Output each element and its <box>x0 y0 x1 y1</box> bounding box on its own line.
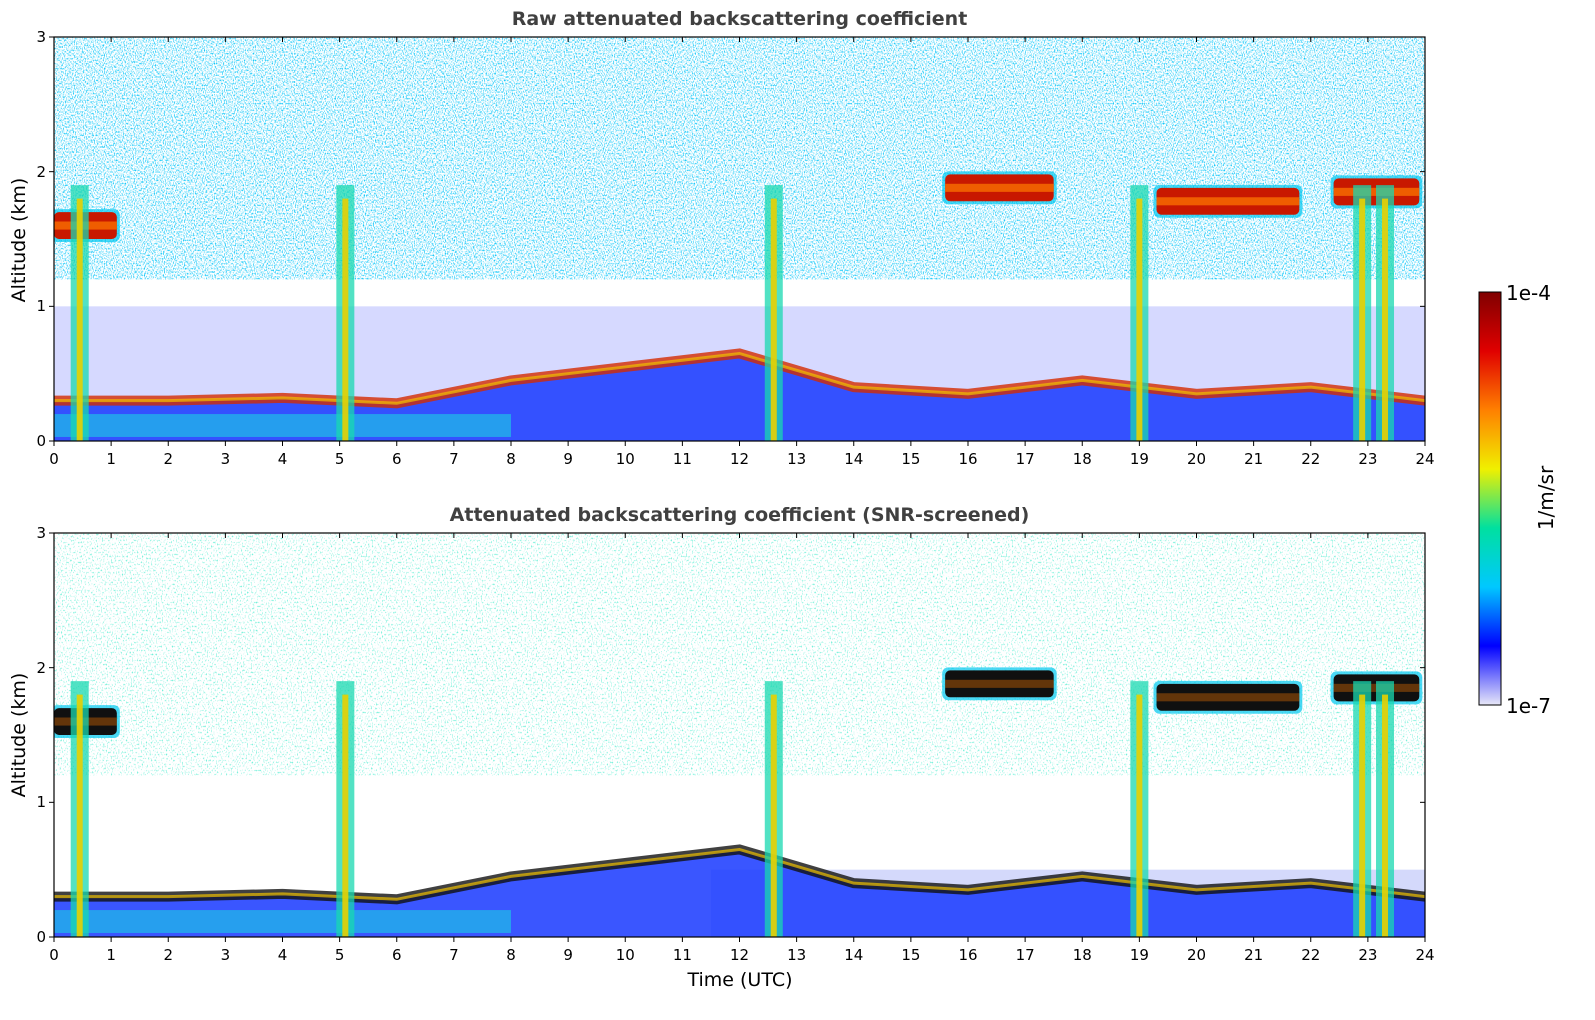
precipitation-column-core <box>1136 694 1143 937</box>
x-tick-label: 3 <box>220 450 231 468</box>
x-tick-label: 14 <box>844 946 864 964</box>
y-tick-label: 1 <box>36 793 46 812</box>
y-tick-label: 0 <box>36 432 46 450</box>
x-tick-label: 18 <box>1072 450 1092 468</box>
x-tick-label: 24 <box>1415 946 1435 964</box>
x-tick-label: 7 <box>449 946 459 964</box>
x-tick-label: 2 <box>163 946 174 964</box>
precipitation-column-core <box>1359 198 1366 441</box>
y-tick-label: 3 <box>36 28 46 46</box>
precipitation-column-core <box>770 694 777 937</box>
x-tick-label: 13 <box>787 450 807 468</box>
x-tick-label: 21 <box>1244 946 1264 964</box>
x-tick-label: 9 <box>563 946 573 964</box>
boundary-layer-edge <box>54 847 1425 901</box>
x-tick-label: 5 <box>334 450 345 468</box>
precipitation-column-core <box>342 198 349 441</box>
x-tick-label: 13 <box>787 946 807 964</box>
heatmap-field <box>54 37 1425 441</box>
panel-raw <box>49 36 1426 446</box>
x-tick-label: 14 <box>844 450 864 468</box>
precipitation-column-core <box>76 694 83 937</box>
x-tick-label: 7 <box>449 450 459 468</box>
x-axis-label: Time (UTC) <box>687 969 793 991</box>
surface-layer <box>54 414 511 437</box>
x-tick-label: 1 <box>106 450 116 468</box>
boundary-layer-edge <box>54 351 1425 405</box>
x-tick-label: 0 <box>49 946 59 964</box>
precipitation-column-core <box>770 198 777 441</box>
y-tick-label: 2 <box>36 162 46 181</box>
y-tick-label: 3 <box>36 524 46 542</box>
x-tick-label: 24 <box>1415 450 1435 468</box>
cloud-layer-core <box>945 183 1054 192</box>
precipitation-column-core <box>342 694 349 937</box>
y-tick-label: 2 <box>36 658 46 677</box>
y-tick-label: 1 <box>36 297 46 316</box>
precipitation-column-core <box>1136 198 1143 441</box>
x-tick-label: 15 <box>901 450 921 468</box>
x-tick-label: 0 <box>49 450 59 468</box>
y-tick-label: 0 <box>36 928 46 946</box>
heatmap-field <box>54 533 1425 937</box>
colorbar-min-label: 1e-7 <box>1506 694 1551 718</box>
x-tick-label: 18 <box>1072 946 1092 964</box>
x-tick-label: 11 <box>672 946 692 964</box>
x-tick-label: 20 <box>1186 946 1207 964</box>
panel-screened <box>49 532 1426 942</box>
x-tick-label: 6 <box>391 946 402 964</box>
x-tick-label: 12 <box>729 450 750 468</box>
x-tick-label: 10 <box>615 946 635 964</box>
x-tick-label: 6 <box>391 450 402 468</box>
precipitation-column-core <box>1382 694 1389 937</box>
colorbar-max-label: 1e-4 <box>1506 281 1551 305</box>
x-tick-label: 4 <box>277 450 288 468</box>
noise-region <box>54 533 1425 776</box>
x-tick-label: 23 <box>1358 450 1378 468</box>
x-tick-label: 5 <box>334 946 345 964</box>
x-tick-label: 16 <box>958 450 978 468</box>
x-tick-label: 11 <box>672 450 692 468</box>
x-tick-label: 16 <box>958 946 978 964</box>
precipitation-column-core <box>1382 198 1389 441</box>
x-tick-label: 22 <box>1301 946 1321 964</box>
noise-region <box>54 37 1425 280</box>
colorbar-scale <box>1478 291 1502 706</box>
panel-title-raw: Raw attenuated backscattering coefficien… <box>511 8 968 30</box>
x-tick-label: 3 <box>220 946 231 964</box>
cloud-layer <box>945 670 1054 698</box>
x-tick-label: 19 <box>1129 450 1149 468</box>
cloud-layer-core <box>1156 693 1300 702</box>
x-tick-label: 19 <box>1129 946 1149 964</box>
x-tick-label: 2 <box>163 450 174 468</box>
x-tick-label: 20 <box>1186 450 1207 468</box>
x-tick-label: 17 <box>1015 946 1035 964</box>
cloud-layer-core <box>945 679 1054 688</box>
precipitation-column-core <box>1359 694 1366 937</box>
surface-layer <box>54 910 511 933</box>
colorbar <box>1478 291 1502 706</box>
cloud-layer <box>1156 683 1300 711</box>
panel-title-screened: Attenuated backscattering coefficient (S… <box>449 504 1030 526</box>
x-tick-label: 8 <box>506 946 516 964</box>
x-tick-label: 21 <box>1244 450 1264 468</box>
cloud-layer-core <box>1156 197 1300 206</box>
x-tick-label: 8 <box>506 450 516 468</box>
colorbar-unit-label: 1/m/sr <box>1534 465 1558 531</box>
x-tick-label: 10 <box>615 450 635 468</box>
x-tick-label: 1 <box>106 946 116 964</box>
x-tick-label: 22 <box>1301 450 1321 468</box>
precipitation-column-core <box>76 198 83 441</box>
x-tick-label: 9 <box>563 450 573 468</box>
x-tick-label: 12 <box>729 946 750 964</box>
x-tick-label: 23 <box>1358 946 1378 964</box>
x-tick-label: 17 <box>1015 450 1035 468</box>
x-tick-label: 15 <box>901 946 921 964</box>
x-tick-label: 4 <box>277 946 288 964</box>
